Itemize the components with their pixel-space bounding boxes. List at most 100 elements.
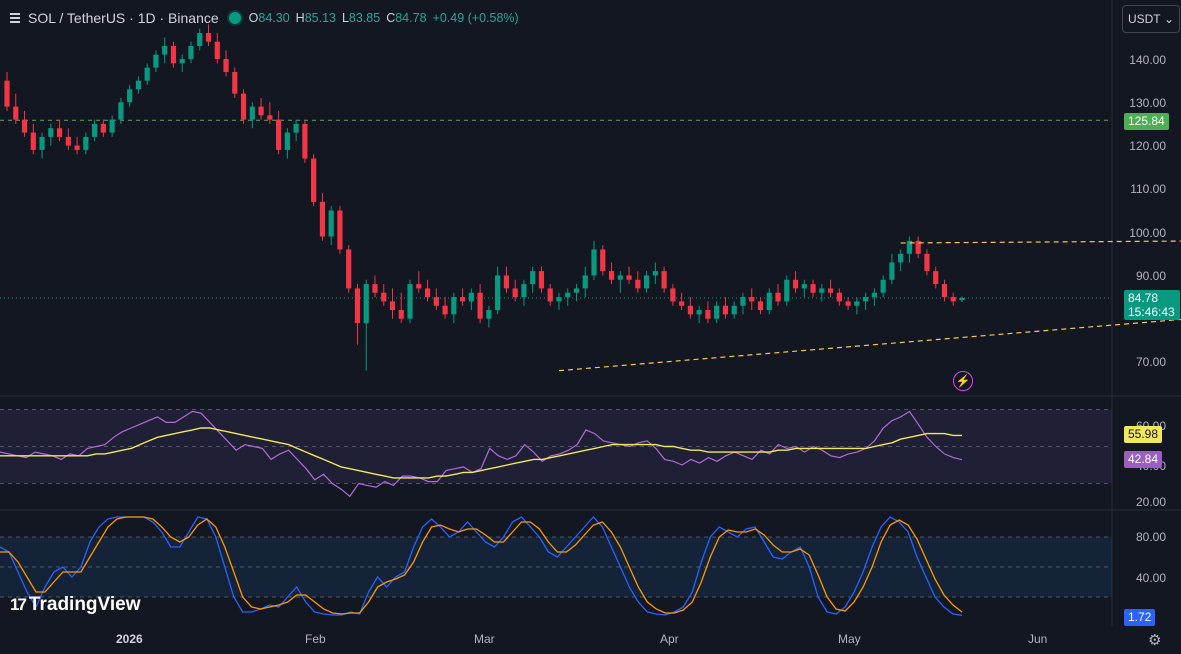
candle-body [819, 288, 825, 293]
candle-body [232, 71, 238, 94]
candle-body [372, 284, 378, 293]
candle-body [495, 275, 501, 311]
ohlc-close: C84.78 [386, 11, 427, 25]
candle-body [459, 297, 466, 302]
price-tick: 70.00 [1135, 355, 1166, 369]
candle-body [354, 288, 361, 324]
candle-body [679, 301, 685, 306]
stoch-d-line [0, 516, 963, 615]
candle-body [661, 271, 667, 289]
ohlc-low: L83.85 [341, 11, 381, 25]
candle-body [92, 123, 98, 137]
candle-body [424, 288, 431, 298]
candle-body [311, 158, 317, 202]
candle-body [845, 301, 851, 306]
candle-body [170, 46, 177, 64]
candle-body [722, 305, 729, 315]
candle-body [276, 119, 282, 150]
candle-body [670, 288, 676, 302]
candle-body [197, 33, 203, 47]
candle-body [451, 297, 457, 315]
candle-body [240, 93, 247, 120]
stoch-value-badge: 1.72 [1124, 609, 1156, 626]
candle-body [538, 271, 545, 289]
chevron-down-icon: ⌄ [1163, 12, 1175, 26]
candle-body [687, 305, 693, 315]
candle-body [381, 292, 387, 302]
candle-body [468, 292, 474, 302]
candle-body [749, 297, 755, 302]
time-tick: Jun [1028, 632, 1048, 646]
trendline [558, 318, 1181, 372]
candle-body [775, 292, 781, 302]
rsi-ma-badge: 55.98 [1124, 426, 1163, 443]
currency-selector[interactable]: USDT ⌄ [1122, 5, 1180, 33]
candle-body [363, 284, 369, 324]
candle-body [249, 106, 255, 120]
tv-logo-icon: 17 [10, 595, 27, 614]
candle-body [705, 310, 711, 319]
candle-body [65, 136, 71, 146]
rsi-ma-line [0, 427, 962, 479]
tradingview-logo[interactable]: 17 TradingView [10, 594, 141, 615]
candle-body [530, 271, 536, 285]
candle-body [258, 106, 264, 116]
candle-body [398, 310, 404, 319]
candle-body [915, 240, 921, 254]
price-tick: 120.00 [1129, 139, 1166, 153]
candle-body [100, 123, 106, 133]
candle-body [556, 297, 562, 302]
menu-icon[interactable] [10, 11, 20, 25]
candle-body [573, 288, 580, 293]
candle-body [784, 279, 790, 302]
candle-body [39, 136, 45, 150]
candle-body [135, 80, 142, 90]
candle-body [486, 310, 492, 319]
candle-body [950, 297, 956, 302]
candle-body [933, 271, 939, 285]
candle-body [153, 54, 159, 68]
candle-body [626, 275, 632, 280]
candle-body [4, 80, 10, 107]
candle-body [617, 275, 623, 280]
stoch-tick: 80.00 [1135, 530, 1166, 544]
time-tick: Mar [474, 632, 495, 646]
candle-body [442, 305, 448, 315]
time-tick: Feb [305, 632, 326, 646]
gear-icon[interactable]: ⚙ [1148, 632, 1162, 649]
candle-body [801, 284, 807, 289]
candle-body [13, 106, 19, 120]
ohlc-high: H85.13 [295, 11, 336, 25]
candle-body [924, 253, 930, 272]
ohlc-open: O84.30 [248, 11, 290, 25]
time-tick: May [838, 632, 861, 646]
candle-body [83, 136, 89, 150]
candle-body [512, 288, 518, 298]
candle-body [293, 123, 299, 133]
lightning-icon[interactable]: ⚡ [953, 371, 973, 391]
candle-body [267, 115, 273, 120]
price-tick: 110.00 [1130, 182, 1166, 196]
price-tick: 140.00 [1129, 53, 1166, 67]
candle-body [880, 279, 886, 293]
candle-body [591, 249, 597, 276]
candle-body [127, 89, 133, 103]
candle-body [223, 59, 229, 72]
candle-body [30, 132, 36, 150]
candle-body [643, 275, 650, 289]
price-tick: 100.00 [1129, 226, 1166, 240]
time-tick: Apr [660, 632, 679, 646]
candle-body [731, 305, 737, 315]
candle-body [433, 297, 439, 306]
candle-body [328, 210, 334, 237]
candle-body [941, 284, 948, 298]
symbol-title[interactable]: SOL / TetherUS · 1D · Binance [28, 10, 219, 26]
candle-body [302, 123, 308, 159]
candle-body [162, 46, 168, 55]
candle-body [863, 297, 869, 302]
candle-body [389, 301, 396, 311]
candle-body [319, 201, 326, 237]
last-price-badge: 84.78 15:46:43 [1124, 290, 1180, 320]
